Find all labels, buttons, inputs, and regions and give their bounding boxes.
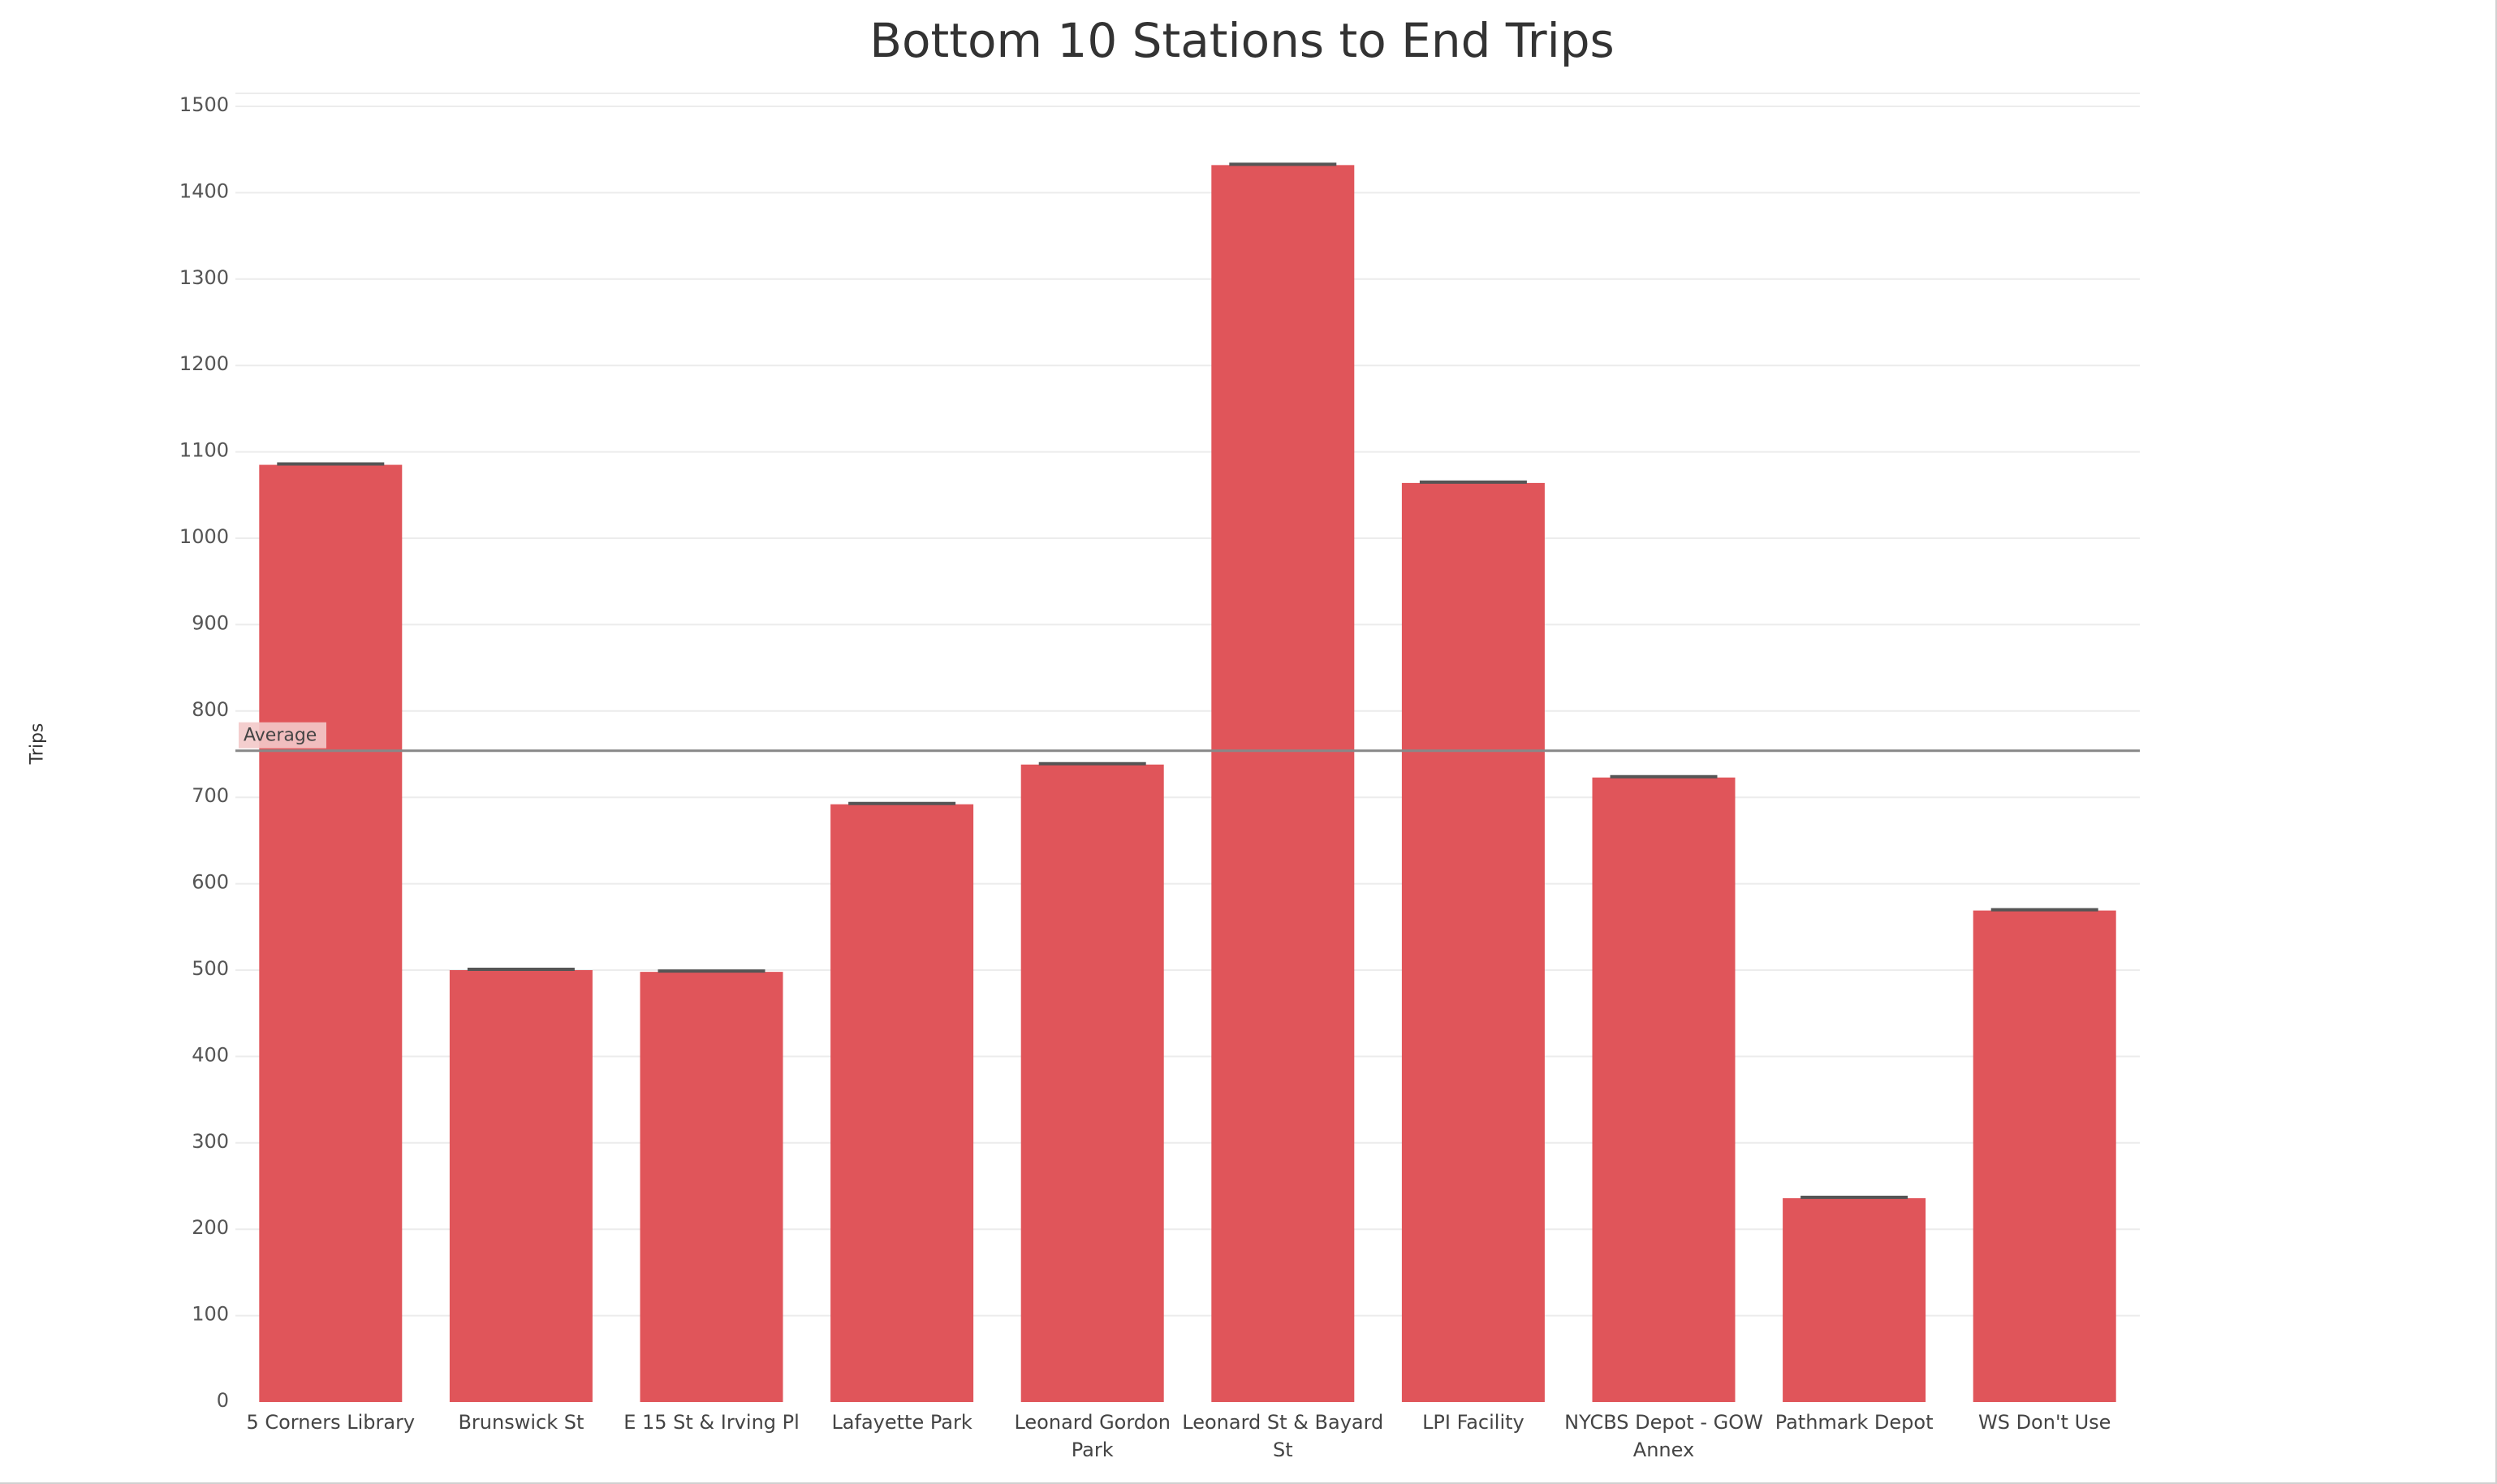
bar <box>449 970 593 1402</box>
x-tick-label-line: 5 Corners Library <box>246 1411 415 1434</box>
bar <box>1973 910 2116 1402</box>
y-tick-label: 500 <box>192 957 229 980</box>
x-tick-label-line: Leonard St & Bayard <box>1182 1411 1383 1434</box>
bar <box>830 804 974 1402</box>
x-tick-label-line: Pathmark Depot <box>1775 1411 1934 1434</box>
y-tick-label: 300 <box>192 1130 229 1153</box>
y-tick-label: 1500 <box>179 93 229 116</box>
x-tick-label: E 15 St & Irving Pl <box>623 1411 800 1434</box>
x-tick-label-line: Leonard Gordon <box>1014 1411 1170 1434</box>
bar <box>640 972 783 1402</box>
x-axis-categories: 5 Corners Library Brunswick St E 15 St & I… <box>246 1411 2111 1461</box>
bar <box>259 464 403 1402</box>
x-tick-label-line: Brunswick St <box>458 1411 584 1434</box>
y-tick-label: 1300 <box>179 266 229 289</box>
x-tick-label: WS Don't Use <box>1978 1411 2111 1434</box>
y-tick-label: 1200 <box>179 352 229 375</box>
x-tick-label: Leonard St & Bayard St <box>1182 1411 1383 1461</box>
x-tick-label: Leonard Gordon Park <box>1014 1411 1170 1461</box>
x-tick-label: 5 Corners Library <box>246 1411 415 1434</box>
y-tick-label: 700 <box>192 784 229 807</box>
y-tick-label: 1100 <box>179 439 229 462</box>
x-tick-label-line: Lafayette Park <box>831 1411 972 1434</box>
y-tick-label: 1000 <box>179 525 229 548</box>
x-tick-label-line: NYCBS Depot - GOW <box>1564 1411 1763 1434</box>
x-tick-label-line: St <box>1273 1439 1293 1461</box>
x-tick-label: NYCBS Depot - GOW Annex <box>1564 1411 1763 1461</box>
average-label: Average <box>244 726 317 746</box>
y-tick-label: 600 <box>192 871 229 894</box>
y-axis-ticks: 0 100 200 300 400 500 600 700 800 900 1000 1100 1200… <box>179 93 229 1412</box>
bar <box>1020 764 1164 1402</box>
x-tick-label-line: Park <box>1072 1439 1114 1461</box>
x-tick-label: Pathmark Depot <box>1775 1411 1934 1434</box>
x-tick-label-line: Annex <box>1633 1439 1694 1461</box>
average-label-background <box>239 722 326 748</box>
bars <box>259 162 2116 1402</box>
y-tick-label: 800 <box>192 698 229 721</box>
x-tick-label-line: WS Don't Use <box>1978 1411 2111 1434</box>
average-reference-line-group: Average <box>235 722 2140 753</box>
y-tick-label: 100 <box>192 1303 229 1326</box>
bar <box>1592 777 1736 1402</box>
y-tick-label: 200 <box>192 1216 229 1239</box>
y-tick-label: 400 <box>192 1043 229 1066</box>
y-tick-label: 1400 <box>179 179 229 202</box>
x-tick-label-line: LPI Facility <box>1422 1411 1525 1434</box>
bar <box>1401 482 1545 1402</box>
chart-title: Bottom 10 Stations to End Trips <box>869 13 1615 68</box>
x-tick-label-line: E 15 St & Irving Pl <box>623 1411 800 1434</box>
y-tick-label: 900 <box>192 611 229 634</box>
x-tick-label: LPI Facility <box>1422 1411 1525 1434</box>
x-tick-label: Brunswick St <box>458 1411 584 1434</box>
x-tick-label: Lafayette Park <box>831 1411 972 1434</box>
y-tick-label: 0 <box>217 1389 229 1412</box>
bar <box>1211 165 1355 1402</box>
bar <box>1783 1197 1926 1402</box>
